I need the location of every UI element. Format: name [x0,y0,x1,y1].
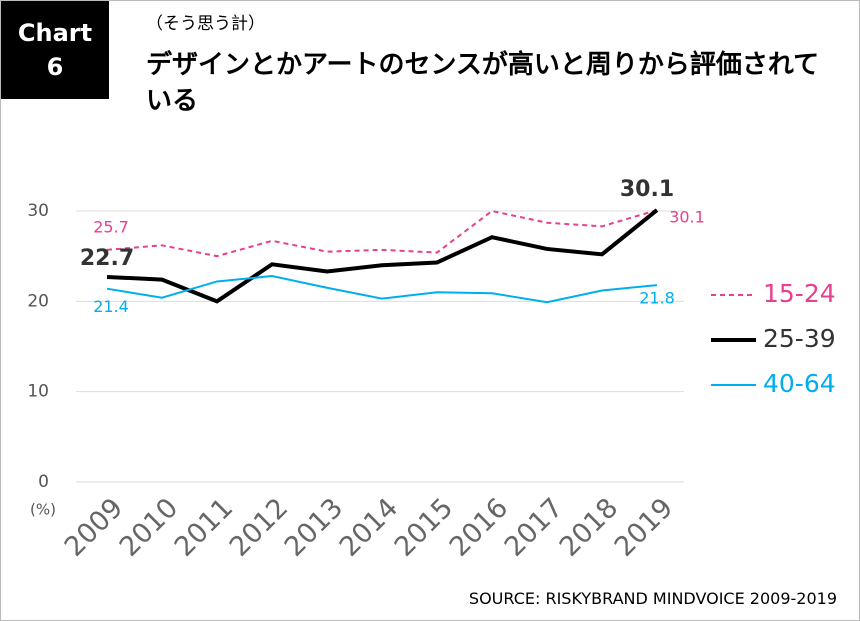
legend-label: 25-39 [763,324,836,353]
chart-badge: Chart 6 [1,1,109,99]
x-tick-label: 2009 [59,492,130,563]
data-label: 22.7 [80,246,134,271]
data-label: 25.7 [93,217,129,236]
x-tick-label: 2017 [499,492,570,563]
x-tick-label: 2013 [279,492,350,563]
x-tick-label: 2014 [334,492,405,563]
legend-label: 15-24 [763,279,836,308]
chart-title: デザインとかアートのセンスが高いと周りから評価されている [146,50,820,116]
series-line [106,209,658,258]
x-tick-label: 2010 [114,492,185,563]
x-tick-label: 2018 [554,492,625,563]
x-tick-label: 2012 [224,492,295,563]
legend-label: 40-64 [763,369,836,398]
y-tick-label: 30 [27,201,49,221]
y-unit: (%) [30,501,56,519]
x-tick-label: 2011 [169,492,240,563]
source-note: SOURCE: RISKYBRAND MINDVOICE 2009-2019 [468,589,837,608]
x-tick-label: 2016 [444,492,515,563]
series-line [106,275,658,304]
data-label: 21.4 [93,297,129,316]
data-label: 30.1 [669,208,705,227]
series-line [106,208,659,304]
chart-subtitle: （そう思う計） [146,14,265,34]
y-tick-label: 10 [27,382,49,402]
data-label: 21.8 [639,289,675,308]
y-tick-label: 20 [27,291,49,311]
x-tick-label: 2015 [389,492,460,563]
x-tick-label: 2019 [609,492,680,563]
data-label: 30.1 [620,177,674,202]
y-tick-label: 0 [38,472,49,492]
